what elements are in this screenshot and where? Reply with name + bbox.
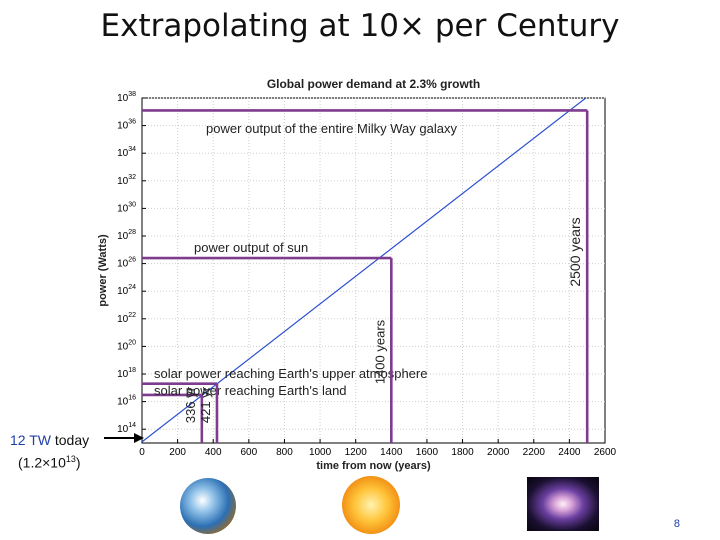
x-tick-label: 200 — [169, 447, 186, 458]
y-tick-label: 1028 — [117, 229, 136, 242]
today-suffix: today — [50, 432, 90, 448]
marker-label: solar power reaching Earth's land — [154, 383, 347, 398]
plot-frame — [141, 97, 606, 444]
y-tick-label: 1022 — [117, 312, 136, 325]
marker-years-label: 1400 years — [372, 319, 387, 384]
x-tick-label: 600 — [241, 447, 258, 458]
x-tick-label: 400 — [205, 447, 222, 458]
x-tick-label: 1000 — [309, 447, 332, 458]
y-tick-label: 1034 — [117, 146, 136, 159]
y-axis-label: power (Watts) — [97, 234, 109, 307]
y-tick-label: 1024 — [117, 284, 136, 297]
x-axis-label: time from now (years) — [316, 460, 431, 472]
y-tick-label: 1014 — [117, 422, 136, 435]
y-tick-label: 1038 — [117, 91, 136, 104]
marker-years-label: 336 yr — [183, 386, 198, 423]
x-tick-label: 1400 — [380, 447, 403, 458]
y-tick-label: 1020 — [117, 339, 136, 352]
marker-label: power output of sun — [194, 240, 308, 255]
today-sci-note: (1.2×1013) — [18, 454, 81, 471]
x-tick-label: 2000 — [487, 447, 510, 458]
x-tick-label: 0 — [139, 447, 145, 458]
marker-label: power output of the entire Milky Way gal… — [206, 121, 457, 136]
galaxy-image — [527, 477, 599, 531]
growth-line — [142, 98, 587, 443]
x-tick-label: 2600 — [594, 447, 617, 458]
sun-image — [342, 476, 400, 534]
x-tick-label: 1600 — [416, 447, 439, 458]
marker-years-label: 2500 years — [567, 217, 583, 286]
today-note: 12 TW today — [10, 432, 89, 448]
marker-label: solar power reaching Earth's upper atmos… — [154, 366, 427, 381]
y-tick-label: 1032 — [117, 174, 136, 187]
x-tick-label: 1200 — [345, 447, 368, 458]
marker-years-label: 421 yr — [198, 386, 213, 423]
x-tick-label: 2200 — [523, 447, 546, 458]
y-tick-label: 1036 — [117, 119, 136, 132]
today-arrow-head — [134, 433, 144, 443]
slide-title: Extrapolating at 10× per Century — [100, 8, 620, 44]
x-tick-label: 1800 — [451, 447, 474, 458]
y-tick-label: 1018 — [117, 367, 136, 380]
chart-title: Global power demand at 2.3% growth — [267, 77, 480, 91]
y-tick-label: 1030 — [117, 201, 136, 214]
y-tick-label: 1016 — [117, 395, 136, 408]
y-tick-label: 1026 — [117, 257, 136, 270]
x-tick-label: 800 — [276, 447, 293, 458]
today-value: 12 TW — [10, 432, 51, 448]
x-tick-label: 2400 — [558, 447, 581, 458]
earth-image — [180, 478, 236, 534]
page-number: 8 — [673, 518, 680, 530]
